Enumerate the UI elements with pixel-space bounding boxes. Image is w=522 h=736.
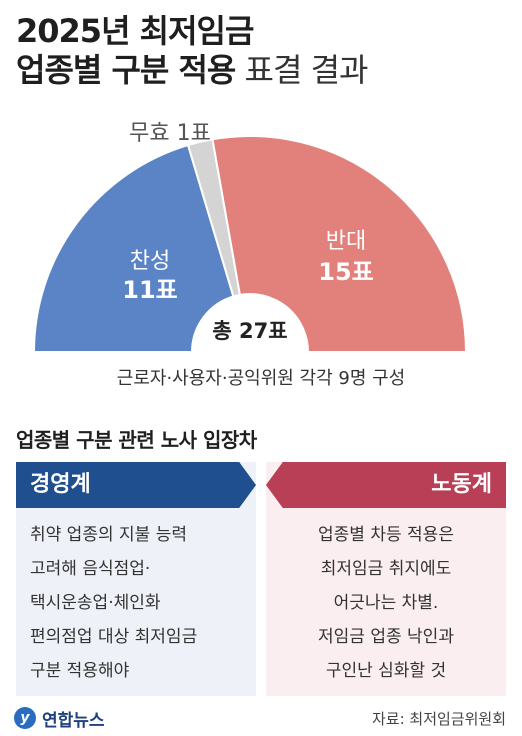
management-line: 취약 업종의 지불 능력 xyxy=(30,525,187,545)
labor-banner: 노동계 xyxy=(266,462,506,508)
management-line: 고려해 음식점업· xyxy=(30,559,151,579)
label-no-value: 15표 xyxy=(318,258,373,286)
panel-management: 경영계 취약 업종의 지불 능력 고려해 음식점업· 택시운송업·체인화 편의점… xyxy=(16,462,256,696)
management-line: 구분 적용해야 xyxy=(30,661,130,681)
management-text: 취약 업종의 지불 능력 고려해 음식점업· 택시운송업·체인화 편의점업 대상… xyxy=(16,518,270,688)
management-line: 편의점업 대상 최저임금 xyxy=(30,627,198,647)
label-yes-name: 찬성 xyxy=(130,249,170,274)
panel-labor: 노동계 업종별 차등 적용은 최저임금 취지에도 어긋나는 차별. 저임금 업종… xyxy=(266,462,506,696)
labor-text: 업종별 차등 적용은 최저임금 취지에도 어긋나는 차별. 저임금 업종 낙인과… xyxy=(266,518,506,688)
source-note: 자료: 최저임금위원회 xyxy=(371,710,506,728)
labor-line: 어긋나는 차별. xyxy=(333,593,439,613)
labor-line: 업종별 차등 적용은 xyxy=(318,525,454,545)
title: 2025년 최저임금 업종별 구분 적용 표결 결과 xyxy=(16,12,369,90)
title-thin: 표결 결과 xyxy=(235,51,369,90)
label-no-name: 반대 xyxy=(326,229,366,254)
labor-line: 저임금 업종 낙인과 xyxy=(318,627,454,647)
label-invalid: 무효 1표 xyxy=(129,121,211,146)
yonhap-logo: y 연합뉴스 xyxy=(14,706,105,731)
logo-text: 연합뉴스 xyxy=(42,710,105,731)
labor-line: 최저임금 취지에도 xyxy=(320,559,452,579)
title-line-1: 2025년 최저임금 xyxy=(16,12,254,50)
chart-caption: 근로자·사용자·공익위원 각각 9명 구성 xyxy=(116,368,406,389)
slice-no xyxy=(211,135,468,353)
slice-yes xyxy=(32,143,235,353)
title-bold: 업종별 구분 적용 xyxy=(16,51,236,90)
management-banner: 경영계 xyxy=(16,462,256,508)
labor-line: 구인난 심화할 것 xyxy=(325,661,447,681)
yonhap-logo-icon: y xyxy=(14,707,36,729)
section-title: 업종별 구분 관련 노사 입장차 xyxy=(16,428,257,452)
management-line: 택시운송업·체인화 xyxy=(30,593,161,613)
title-line-2: 업종별 구분 적용 표결 결과 xyxy=(16,51,369,90)
label-yes-value: 11표 xyxy=(122,276,177,304)
label-total: 총 27표 xyxy=(212,319,287,343)
